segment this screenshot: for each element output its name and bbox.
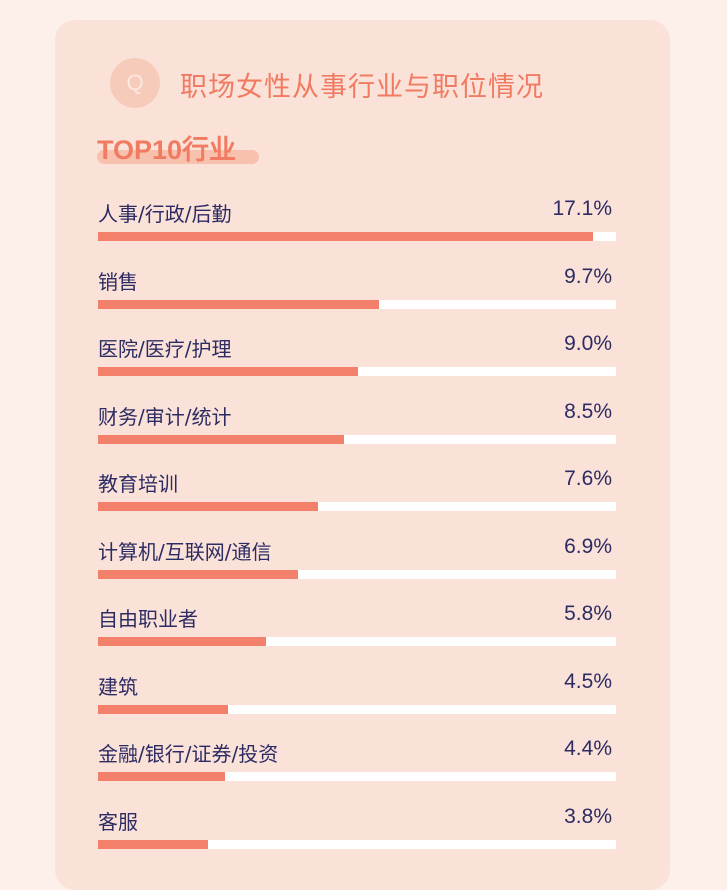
section-heading-highlight	[97, 150, 259, 164]
bar-label: 计算机/互联网/通信	[98, 539, 272, 564]
bar-row: 建筑 4.5%	[98, 669, 616, 737]
bar-row: 自由职业者 5.8%	[98, 601, 616, 669]
bar-value-label: 9.0%	[564, 332, 612, 355]
bar-label: 建筑	[98, 674, 138, 699]
bar	[98, 839, 208, 849]
bar-value-label: 5.8%	[564, 602, 612, 625]
bar-label: 人事/行政/后勤	[98, 202, 232, 226]
bar	[98, 637, 266, 646]
bar-label: 销售	[98, 269, 138, 294]
bar-chart: 人事/行政/后勤 17.1% 销售 9.7% 医院/医疗/护理 9.0% 财务/审计/统计 8…	[98, 196, 616, 871]
bar-value-label: 3.8%	[564, 804, 612, 828]
bar-label: 金融/银行/证券/投资	[98, 742, 279, 766]
bar-track	[98, 232, 616, 241]
bar-value-label: 8.5%	[564, 399, 612, 423]
bar-row: 金融/银行/证券/投资 4.4%	[98, 736, 616, 804]
bar-row: 人事/行政/后勤 17.1%	[98, 196, 616, 264]
bar	[98, 704, 229, 714]
bar-label: 医院/医疗/护理	[98, 337, 232, 361]
bar-value-label: 6.9%	[564, 534, 612, 558]
bar-track	[98, 434, 616, 444]
bar-track	[98, 772, 616, 781]
bar-row: 计算机/互联网/通信 6.9%	[98, 534, 616, 602]
bar	[98, 772, 226, 781]
section-title: TOP10行业	[97, 135, 237, 165]
bar-label: 自由职业者	[98, 607, 198, 631]
bar-row: 财务/审计/统计 8.5%	[98, 399, 616, 467]
bar	[98, 232, 593, 241]
page-title: 职场女性从事行业与职位情况	[180, 72, 544, 103]
bar-label: 教育培训	[98, 472, 178, 496]
bar-track	[98, 569, 616, 579]
bar-row: 客服 3.8%	[98, 804, 616, 872]
bar-track	[98, 637, 616, 646]
content-card	[55, 20, 670, 890]
bar-value-label: 4.4%	[564, 737, 612, 760]
bar-row: 教育培训 7.6%	[98, 466, 616, 534]
bar-track	[98, 502, 616, 511]
bar-track	[98, 299, 616, 309]
bar	[98, 299, 379, 309]
bar	[98, 502, 318, 511]
bar-label: 客服	[98, 809, 138, 834]
bar-track	[98, 839, 616, 849]
bar-track	[98, 367, 616, 376]
bar	[98, 434, 344, 444]
bar-value-label: 7.6%	[564, 467, 612, 490]
bar-value-label: 17.1%	[552, 197, 612, 220]
bar	[98, 569, 298, 579]
bar-track	[98, 704, 616, 714]
bar-row: 医院/医疗/护理 9.0%	[98, 331, 616, 399]
bar-value-label: 4.5%	[564, 669, 612, 693]
bar-row: 销售 9.7%	[98, 264, 616, 332]
q-badge-icon	[110, 58, 160, 108]
bar-value-label: 9.7%	[564, 264, 612, 288]
bar-label: 财务/审计/统计	[98, 404, 232, 429]
q-badge-letter: Q	[126, 70, 144, 95]
bar	[98, 367, 359, 376]
